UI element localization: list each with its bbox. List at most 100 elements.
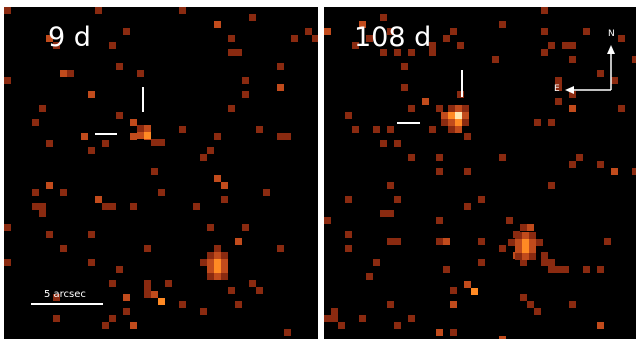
- background-count-pixel: [520, 224, 527, 231]
- source-pixel: [137, 132, 144, 139]
- background-count-pixel: [81, 133, 88, 140]
- background-count-pixel: [345, 196, 352, 203]
- background-count-pixel: [88, 91, 95, 98]
- source-pixel: [522, 232, 529, 239]
- source-pixel: [441, 119, 448, 126]
- background-count-pixel: [562, 266, 569, 273]
- background-count-pixel: [464, 168, 471, 175]
- background-count-pixel: [324, 315, 331, 322]
- background-count-pixel: [207, 147, 214, 154]
- background-count-pixel: [32, 119, 39, 126]
- background-count-pixel: [109, 203, 116, 210]
- source-pixel: [151, 139, 158, 146]
- background-count-pixel: [583, 266, 590, 273]
- background-count-pixel: [144, 287, 151, 294]
- source-pixel: [207, 273, 214, 280]
- compass-east-label: E: [554, 84, 560, 94]
- source-pixel: [214, 273, 221, 280]
- background-count-pixel: [506, 217, 513, 224]
- background-count-pixel: [214, 21, 221, 28]
- background-count-pixel: [102, 140, 109, 147]
- background-count-pixel: [520, 259, 527, 266]
- background-count-pixel: [597, 70, 604, 77]
- source-pixel: [464, 281, 471, 288]
- background-count-pixel: [179, 126, 186, 133]
- background-count-pixel: [179, 301, 186, 308]
- background-count-pixel: [373, 126, 380, 133]
- scale-bar-label: 5 arcsec: [44, 289, 86, 300]
- background-count-pixel: [345, 112, 352, 119]
- background-count-pixel: [359, 21, 366, 28]
- background-count-pixel: [331, 315, 338, 322]
- background-count-pixel: [618, 105, 625, 112]
- background-count-pixel: [249, 14, 256, 21]
- background-count-pixel: [277, 245, 284, 252]
- background-count-pixel: [249, 280, 256, 287]
- source-pixel: [455, 119, 462, 126]
- background-count-pixel: [555, 266, 562, 273]
- background-count-pixel: [324, 28, 331, 35]
- source-pixel: [462, 112, 469, 119]
- compass-arrows: [565, 45, 615, 94]
- background-count-pixel: [95, 196, 102, 203]
- background-count-pixel: [569, 105, 576, 112]
- background-count-pixel: [4, 259, 11, 266]
- background-count-pixel: [4, 77, 11, 84]
- background-count-pixel: [221, 196, 228, 203]
- background-count-pixel: [109, 280, 116, 287]
- background-count-pixel: [401, 84, 408, 91]
- background-count-pixel: [611, 77, 618, 84]
- background-count-pixel: [373, 259, 380, 266]
- source-pixel: [529, 232, 536, 239]
- background-count-pixel: [464, 203, 471, 210]
- background-count-pixel: [618, 35, 625, 42]
- background-count-pixel: [263, 189, 270, 196]
- north-arrowhead: [607, 45, 615, 54]
- background-count-pixel: [611, 168, 618, 175]
- background-count-pixel: [394, 140, 401, 147]
- background-count-pixel: [130, 133, 137, 140]
- background-count-pixel: [165, 280, 172, 287]
- source-pixel: [448, 119, 455, 126]
- background-count-pixel: [256, 287, 263, 294]
- background-count-pixel: [4, 224, 11, 231]
- background-count-pixel: [422, 98, 429, 105]
- background-count-pixel: [109, 42, 116, 49]
- source-pixel: [221, 252, 228, 259]
- source-pixel: [158, 139, 165, 146]
- source-pixel: [151, 291, 158, 298]
- background-count-pixel: [53, 315, 60, 322]
- background-count-pixel: [387, 28, 394, 35]
- background-count-pixel: [478, 196, 485, 203]
- background-count-pixel: [312, 35, 318, 42]
- background-count-pixel: [53, 294, 60, 301]
- background-count-pixel: [534, 308, 541, 315]
- background-count-pixel: [464, 133, 471, 140]
- background-count-pixel: [457, 91, 464, 98]
- image-panel-108d: 108 d N E: [324, 7, 636, 339]
- background-count-pixel: [46, 231, 53, 238]
- background-count-pixel: [123, 308, 130, 315]
- background-count-pixel: [291, 35, 298, 42]
- background-count-pixel: [436, 105, 443, 112]
- background-count-pixel: [597, 161, 604, 168]
- background-count-pixel: [394, 196, 401, 203]
- background-count-pixel: [32, 189, 39, 196]
- background-count-pixel: [60, 245, 67, 252]
- background-count-pixel: [499, 154, 506, 161]
- background-count-pixel: [144, 245, 151, 252]
- background-count-pixel: [214, 245, 221, 252]
- background-count-pixel: [569, 161, 576, 168]
- source-pixel: [515, 232, 522, 239]
- background-count-pixel: [39, 105, 46, 112]
- background-count-pixel: [569, 42, 576, 49]
- source-pixel: [221, 273, 228, 280]
- source-pixel: [137, 125, 144, 132]
- background-count-pixel: [457, 42, 464, 49]
- source-pixel: [536, 239, 543, 246]
- background-count-pixel: [53, 42, 60, 49]
- background-count-pixel: [338, 322, 345, 329]
- background-count-pixel: [387, 238, 394, 245]
- background-count-pixel: [548, 119, 555, 126]
- background-count-pixel: [277, 133, 284, 140]
